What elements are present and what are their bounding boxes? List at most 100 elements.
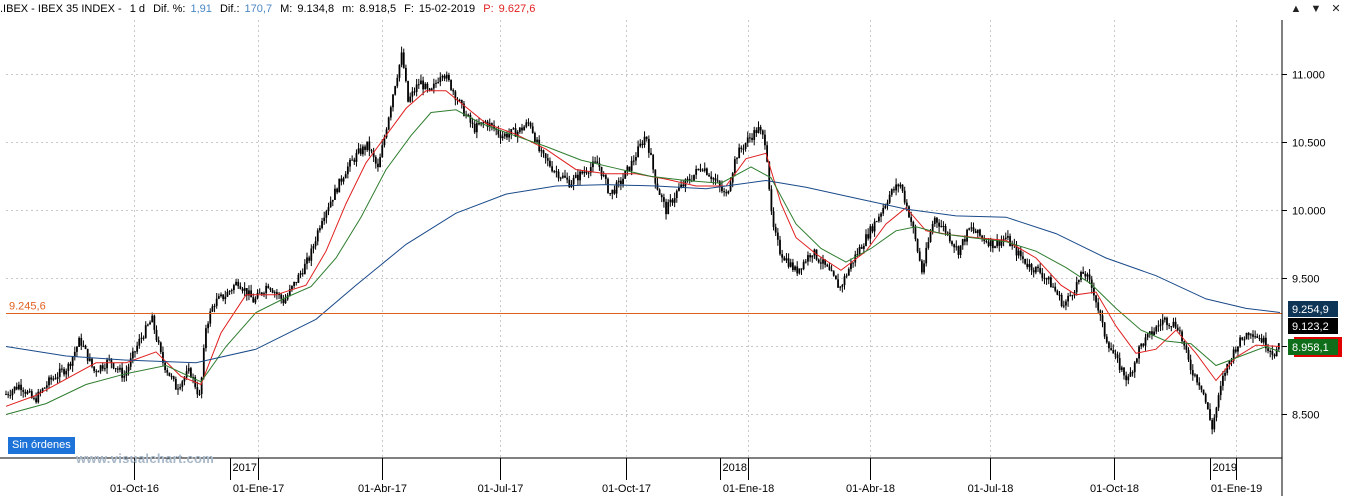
price-bar-body <box>424 83 427 90</box>
price-bar-body <box>783 257 786 261</box>
price-bar-body <box>217 296 220 299</box>
price-bar-body <box>374 157 377 164</box>
price-bar-body <box>284 299 287 304</box>
price-bar-body <box>884 205 887 209</box>
price-bar-body <box>785 258 788 261</box>
price-bar-body <box>213 305 216 307</box>
price-bar-body <box>903 190 906 203</box>
price-bar-body <box>697 168 700 170</box>
price-bar-body <box>383 137 386 146</box>
price-bar-body <box>1125 375 1128 381</box>
price-bar-body <box>157 340 160 343</box>
x-tick-label: 01-Oct-16 <box>110 483 159 495</box>
price-bar-body <box>1024 258 1026 264</box>
price-bar-body <box>905 202 908 207</box>
price-bar-body <box>1058 294 1061 296</box>
price-bar-body <box>482 122 485 124</box>
price-bar-body <box>1011 244 1014 247</box>
price-bar-body <box>222 294 225 300</box>
price-bar-body <box>888 194 891 203</box>
price-bar-body <box>1151 331 1153 335</box>
price-bar-body <box>282 298 285 304</box>
price-bar-body <box>1069 295 1072 297</box>
price-bar-body <box>28 391 31 393</box>
price-bar-body <box>1136 358 1138 363</box>
price-bar-body <box>138 338 141 346</box>
price-bar-body <box>675 190 678 198</box>
price-bar-body <box>1131 372 1134 374</box>
price-bar-body <box>506 133 508 138</box>
price-bar-body <box>800 268 803 270</box>
price-bar-body <box>845 275 848 277</box>
price-bar-body <box>970 227 973 229</box>
price-bar-body <box>344 174 347 179</box>
price-bar-body <box>329 201 332 208</box>
price-bar-body <box>976 229 979 234</box>
price-bar-body <box>409 96 412 102</box>
price-bar-body <box>9 395 12 397</box>
price-bar-body <box>116 368 119 370</box>
price-bar-body <box>18 384 20 390</box>
price-bar-body <box>854 254 857 263</box>
price-bar-body <box>630 160 633 171</box>
price-bar-body <box>989 239 992 247</box>
price-bar-body <box>508 134 510 138</box>
price-bar-body <box>955 246 958 248</box>
scroll-up-icon[interactable]: ▲ <box>1290 3 1302 15</box>
price-bar-body <box>837 279 839 288</box>
price-bar-body <box>321 221 323 229</box>
price-bar-body <box>190 368 192 378</box>
price-bar-body <box>314 241 317 247</box>
price-bar-body <box>656 183 659 190</box>
price-bar-body <box>1047 277 1050 280</box>
scroll-down-icon[interactable]: ▼ <box>1310 3 1322 15</box>
price-bar-body <box>1034 266 1037 273</box>
x-tick-label: 01-Abr-18 <box>846 483 895 495</box>
price-bar-body <box>334 188 336 200</box>
price-bar-body <box>856 254 859 256</box>
price-bar-body <box>544 153 547 159</box>
price-bar-body <box>241 288 244 291</box>
price-bar-body <box>1019 250 1022 257</box>
price-bar-body <box>860 247 863 249</box>
price-bar-body <box>174 378 177 390</box>
price-bar-body <box>209 311 212 324</box>
price-bar-body <box>1232 349 1235 361</box>
price-bar-body <box>454 91 457 100</box>
price-bar-body <box>114 368 117 370</box>
price-bar-body <box>628 166 631 171</box>
price-bar-body <box>893 189 895 191</box>
price-bar-body <box>187 368 190 372</box>
price-bar-body <box>56 376 59 379</box>
price-bar-body <box>11 390 14 396</box>
price-bar-body <box>624 171 627 179</box>
price-bar-body <box>568 179 571 188</box>
price-bar-body <box>1045 278 1048 280</box>
price-bar-body <box>957 246 960 255</box>
price-bar-body <box>226 292 229 297</box>
price-bar-body <box>84 345 87 349</box>
price-bar-body <box>1097 302 1100 311</box>
price-bar-body <box>964 239 966 242</box>
price-bar-body <box>1148 331 1151 334</box>
price-bar-body <box>604 175 607 179</box>
price-bar-body <box>1133 362 1136 373</box>
price-bar-body <box>600 166 603 177</box>
price-bar-body <box>953 244 956 248</box>
price-bar-body <box>398 64 401 78</box>
price-bar-body <box>58 368 61 377</box>
price-badge-mid <box>1288 318 1338 334</box>
price-bar-body <box>123 375 126 378</box>
price-bar-body <box>639 143 642 147</box>
price-bar-body <box>761 130 764 135</box>
price-bar-body <box>740 147 743 150</box>
close-icon[interactable]: ✕ <box>1331 3 1341 15</box>
price-bar-body <box>1170 326 1173 328</box>
price-bar-body <box>26 391 29 394</box>
price-bar-body <box>987 241 990 247</box>
price-bar-body <box>682 184 685 187</box>
price-bar-body <box>50 377 53 380</box>
sin-ordenes-button[interactable]: Sin órdenes <box>8 437 75 454</box>
price-bar-body <box>293 281 295 286</box>
